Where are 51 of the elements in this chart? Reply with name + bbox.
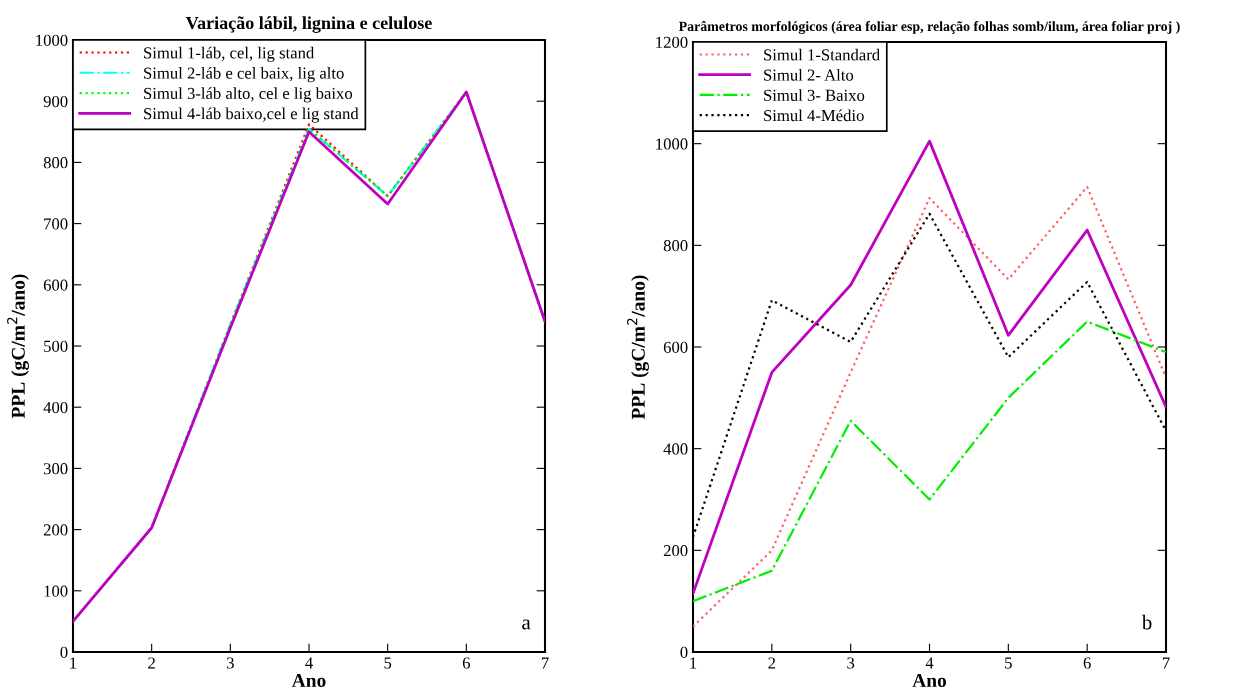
- y-tick-label: 400: [43, 401, 68, 414]
- line-series: [693, 185, 1166, 628]
- y-tick-label: 1000: [656, 138, 688, 150]
- x-tick-label: 3: [226, 657, 234, 669]
- y-tick-label: 600: [43, 279, 68, 291]
- x-tick-label: 6: [1083, 657, 1091, 669]
- y-tick-label: 1000: [36, 34, 68, 46]
- x-tick-label: 3: [847, 657, 855, 669]
- legend-label: Simul 4-láb baixo,cel e lig stand: [144, 107, 359, 123]
- x-tick-label: 7: [541, 657, 549, 669]
- y-tick-label: 800: [663, 240, 688, 252]
- y-tick-label: 400: [663, 443, 688, 455]
- annotation: b: [1141, 614, 1152, 630]
- y-tick-label: 300: [43, 463, 68, 475]
- y-tick-label: 500: [44, 340, 68, 352]
- y-tick-label: 600: [663, 341, 688, 353]
- y-tick-label: 1200: [656, 36, 688, 48]
- legend-label: Simul 3-láb alto, cel e lig baixo: [144, 87, 353, 103]
- annotation: a: [522, 619, 531, 630]
- x-axis-title: Ano: [291, 674, 326, 688]
- line-series: [693, 139, 1166, 595]
- y-tick-label: 200: [43, 524, 68, 536]
- x-tick-label: 1: [70, 657, 77, 669]
- y-tick-label: 100: [44, 585, 68, 597]
- chart-title: Parâmetros morfológicos (área foliar esp, relação folhas somb/ilum, área foliar proj ): [678, 21, 1180, 34]
- legend-label: Simul 1-láb, cel, lig stand: [144, 46, 315, 62]
- y-tick-label: 900: [43, 95, 68, 108]
- y-tick-label: 800: [43, 157, 68, 169]
- legend-label: Simul 3- Baixo: [764, 89, 865, 101]
- x-tick-label: 5: [384, 657, 392, 669]
- y-axis-title: PPL (gC/m$^{2}$/ano): [7, 274, 29, 419]
- x-tick-label: 2: [148, 657, 155, 669]
- y-tick-label: 200: [663, 545, 688, 557]
- legend-label: Simul 4-Médio: [764, 109, 864, 122]
- x-tick-label: 4: [925, 657, 934, 669]
- x-tick-label: 7: [1162, 657, 1170, 669]
- x-tick-label: 5: [1005, 657, 1012, 669]
- x-tick-label: 4: [305, 657, 313, 669]
- legend-label: Simul 1-Standard: [764, 48, 880, 61]
- chart-title: Variação lábil, lignina e celulose: [185, 16, 432, 33]
- legend-label: Simul 2-láb e cel baix, lig alto: [144, 67, 344, 83]
- x-tick-label: 6: [462, 657, 470, 669]
- line-series: [693, 320, 1166, 603]
- y-tick-label: 0: [60, 646, 68, 658]
- y-axis-title: PPL (gC/m$^{2}$/ano): [627, 275, 649, 420]
- y-tick-label: 0: [680, 646, 688, 658]
- legend-label: Simul 2- Alto: [764, 68, 854, 81]
- x-axis-title: Ano: [912, 674, 947, 688]
- y-tick-label: 700: [44, 218, 68, 230]
- x-tick-label: 2: [768, 657, 776, 669]
- x-tick-label: 1: [690, 657, 697, 669]
